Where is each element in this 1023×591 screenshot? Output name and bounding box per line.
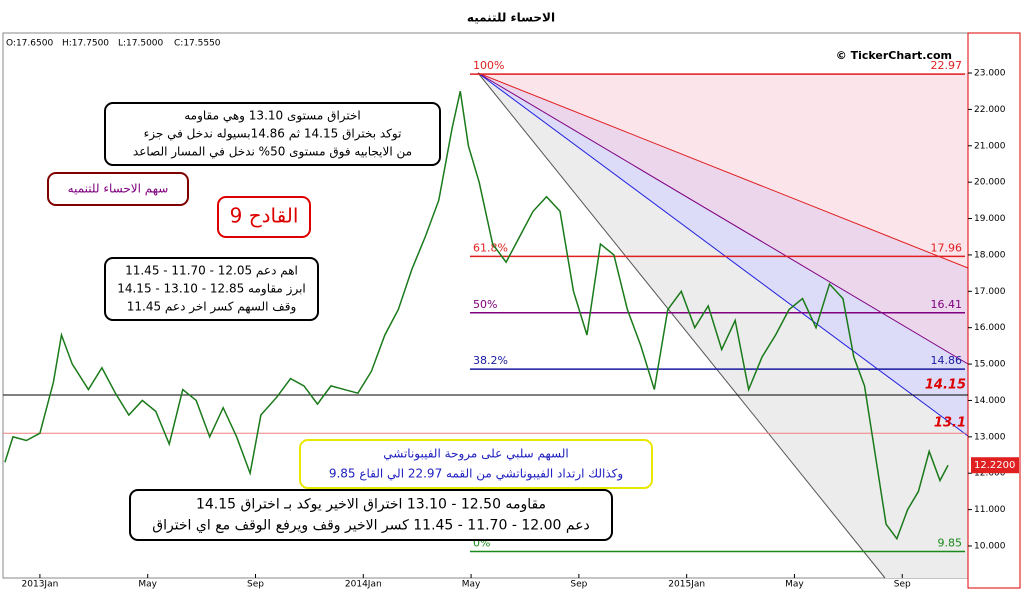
annotation-text: وقف السهم كسر اخر دعم 11.45 [127,300,297,315]
fan-line [477,72,969,437]
fib-value: 16.41 [931,298,963,311]
annotation-text: ابرز مقاومه 12.85 - 13.10 - 14.15 [117,282,306,297]
y-tick-label: 11.000 [974,505,1006,515]
x-tick-label: May [462,580,481,590]
fib-label: 100% [473,59,504,72]
x-tick-label: 2014Jan [345,580,382,590]
y-tick-label: 16.000 [974,323,1006,333]
annotation-text: دعم 12.00 - 11.70 - 11.45 كسر الاخير وقف… [152,518,590,534]
y-tick-label: 20.000 [974,178,1006,188]
copyright: © TickerChart.com [836,49,952,62]
y-tick-label: 19.000 [974,214,1006,224]
fib-value: 14.86 [931,354,963,367]
y-tick-label: 13.000 [974,432,1006,442]
fib-value: 17.96 [931,241,963,254]
x-tick-label: 2015Jan [668,580,705,590]
annotation-text: سهم الاحساء للتنميه [68,182,169,196]
y-tick-label: 21.000 [974,141,1006,151]
ohlc-open: O:17.6500 [6,39,53,49]
y-tick-label: 23.000 [974,69,1006,79]
level-label: 13.1 [934,416,966,431]
last-price-label: 12.2200 [974,460,1015,471]
annotation-box [47,172,189,206]
annotation-box [104,102,441,166]
x-tick-label: Sep [894,580,911,590]
fan-line [477,72,886,579]
annotation-text: توكد بختراق 14.15 ثم 14.86بسيوله ندخل في… [144,127,402,142]
x-tick-label: May [138,580,157,590]
fib-label: 61.8% [473,241,508,254]
fib-label: 50% [473,298,497,311]
fib-value: 9.85 [938,536,963,549]
annotation-text: من الايجابيه فوق مستوى 50% ندخل في المسا… [133,145,412,160]
price-line [4,91,949,541]
ohlc-close: C:17.5550 [174,39,221,49]
y-tick-label: 14.000 [974,396,1006,406]
y-tick-label: 18.000 [974,250,1006,260]
annotation-text: مقاومه 12.50 - 13.10 اختراق الاخير يوكد … [196,497,546,513]
y-tick-label: 17.000 [974,287,1006,297]
fan-line [477,72,969,269]
y-tick-label: 10.000 [974,541,1006,551]
annotation-box [299,439,653,489]
y-tick-label: 12.000 [974,469,1006,479]
last-price-box [971,457,1019,474]
x-tick-label: May [785,580,804,590]
annotation-box [129,489,613,541]
annotation-text: القادح 9 [230,204,299,228]
annotation-box [104,257,319,321]
x-tick-label: Sep [570,580,587,590]
y-tick-label: 15.000 [974,360,1006,370]
fib-value: 22.97 [931,59,963,72]
x-tick-label: 2013Jan [22,580,59,590]
annotation-box [217,196,311,238]
level-label: 14.15 [925,377,966,392]
y-axis-panel [967,32,1021,589]
annotation-text: اختراق مستوى 13.10 وهي مقاومه [184,109,361,124]
annotation-text: اهم دعم 12.05 - 11.70 - 11.45 [125,264,298,278]
x-tick-label: Sep [247,580,264,590]
y-tick-label: 22.000 [974,105,1006,115]
annotation-text: وكذالك ارتداد الفيبوناتشي من القمه 22.97… [329,467,623,482]
annotation-text: السهم سلبي على مروحة الفيبوناتشي [383,447,569,462]
chart-title: الاحساء للتنميه [467,11,555,25]
fib-label: 38.2% [473,354,508,367]
ohlc-low: L:17.5000 [118,39,164,49]
fan-zone [478,73,968,578]
fan-line [477,72,969,365]
ohlc-high: H:17.7500 [62,39,109,49]
